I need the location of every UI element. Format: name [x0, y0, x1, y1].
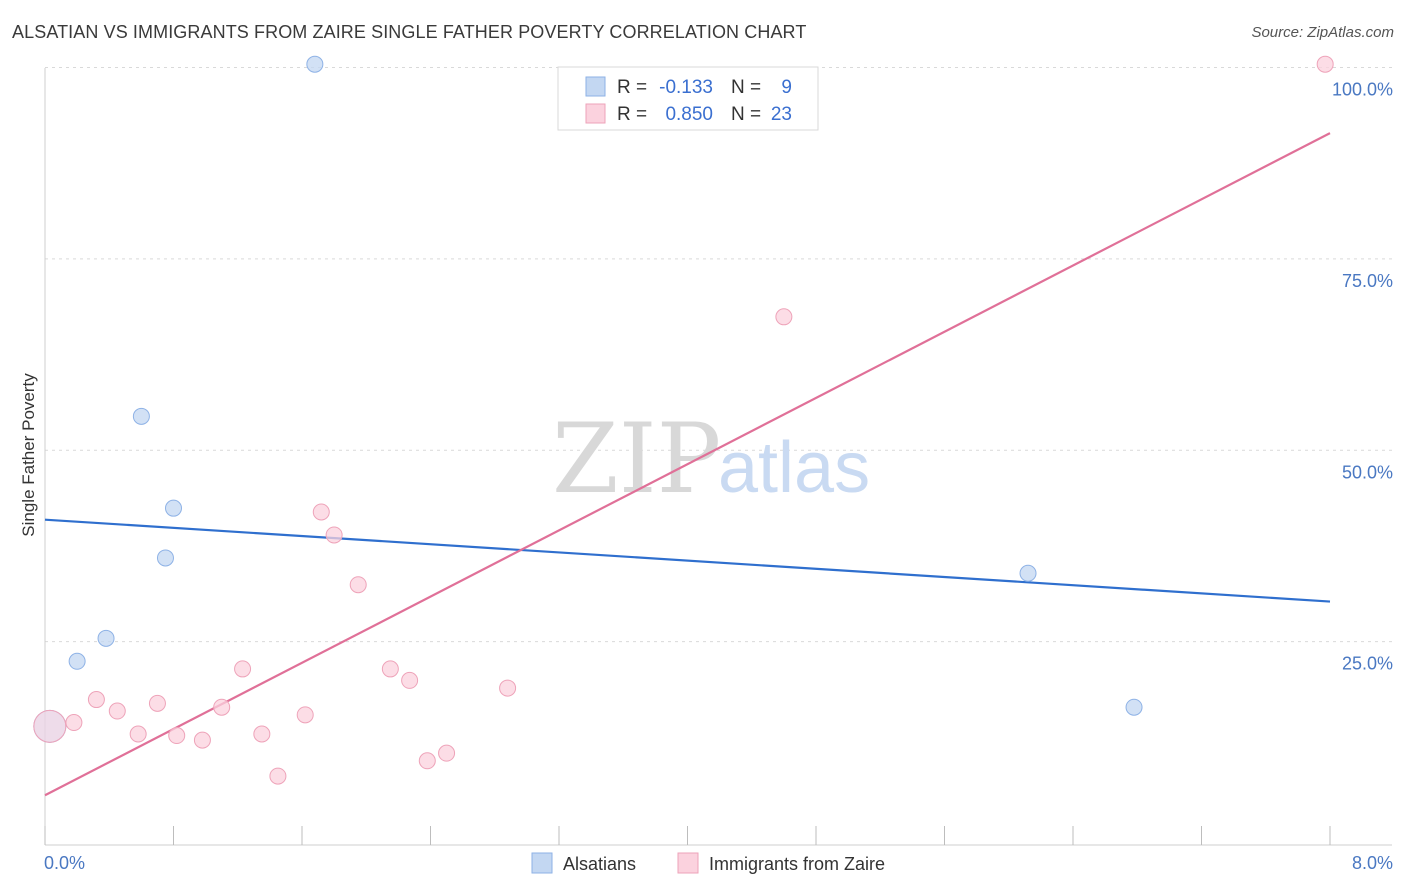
data-point-immigrants-from-zaire: [168, 727, 186, 745]
grid-lines: [45, 67, 1392, 643]
x-tick-label: 0.0%: [44, 853, 85, 873]
legend-swatch: [585, 103, 606, 124]
data-points: [33, 55, 1334, 785]
legend-n-value: 9: [781, 77, 792, 98]
data-point-immigrants-from-zaire: [312, 503, 330, 521]
y-tick-label: 25.0%: [1342, 654, 1393, 674]
data-point-alsatians: [132, 407, 150, 425]
data-point-alsatians: [1019, 564, 1037, 582]
data-point-immigrants-from-zaire: [108, 702, 126, 720]
legend-r-label: R =: [617, 77, 647, 98]
y-tick-label: 100.0%: [1332, 80, 1393, 100]
data-point-immigrants-from-zaire: [269, 767, 287, 785]
data-point-immigrants-from-zaire: [499, 679, 517, 697]
x-tick-labels: 0.0% 8.0%: [44, 853, 1393, 873]
legend-swatch: [585, 76, 606, 97]
bottom-legend: Alsatians Immigrants from Zaire: [531, 852, 885, 874]
trend-lines: [44, 132, 1331, 797]
chart-title: ALSATIAN VS IMMIGRANTS FROM ZAIRE SINGLE…: [12, 22, 807, 42]
x-tick-label: 8.0%: [1352, 853, 1393, 873]
bottom-legend-swatch: [677, 852, 699, 874]
legend: R = -0.133 N = 9 R = 0.850 N = 23: [557, 66, 819, 131]
data-point-immigrants-from-zaire: [148, 694, 166, 712]
y-tick-label: 50.0%: [1342, 462, 1393, 482]
data-point-immigrants-from-zaire: [775, 308, 793, 326]
data-point-immigrants-from-zaire: [234, 660, 252, 678]
legend-r-label: R =: [617, 104, 647, 125]
data-point-immigrants-from-zaire: [438, 744, 456, 762]
watermark-zip: ZIP: [552, 403, 721, 515]
watermark: ZIP atlas: [552, 403, 870, 515]
data-point-immigrants-from-zaire: [418, 752, 436, 770]
data-point-immigrants-from-zaire: [381, 660, 399, 678]
legend-n-label: N =: [731, 77, 761, 98]
data-point-immigrants-from-zaire: [33, 709, 67, 743]
data-point-immigrants-from-zaire: [65, 714, 83, 732]
data-point-alsatians: [97, 629, 115, 647]
y-tick-labels: 25.0% 50.0% 75.0% 100.0%: [1332, 80, 1393, 674]
data-point-alsatians: [306, 55, 324, 73]
data-point-alsatians: [165, 499, 182, 517]
legend-r-value: 0.850: [665, 104, 713, 125]
data-point-immigrants-from-zaire: [87, 691, 105, 709]
bottom-legend-swatch: [531, 852, 553, 874]
data-point-immigrants-from-zaire: [193, 731, 211, 749]
data-point-immigrants-from-zaire: [129, 725, 147, 743]
bottom-legend-label: Immigrants from Zaire: [709, 854, 885, 874]
legend-n-label: N =: [731, 104, 761, 125]
data-point-immigrants-from-zaire: [253, 725, 271, 743]
data-point-alsatians: [156, 549, 174, 567]
y-tick-label: 75.0%: [1342, 271, 1393, 291]
data-point-immigrants-from-zaire: [325, 526, 343, 544]
data-point-immigrants-from-zaire: [349, 576, 367, 594]
watermark-atlas: atlas: [718, 428, 870, 508]
data-point-immigrants-from-zaire: [213, 698, 231, 716]
data-point-immigrants-from-zaire: [296, 706, 314, 724]
trend-line-alsatians: [44, 518, 1331, 603]
data-point-alsatians: [68, 652, 86, 670]
y-axis-label: Single Father Poverty: [19, 373, 38, 537]
trend-line-immigrants-from-zaire: [44, 132, 1331, 797]
bottom-legend-label: Alsatians: [563, 854, 636, 874]
data-point-immigrants-from-zaire: [1316, 55, 1334, 73]
data-point-immigrants-from-zaire: [401, 671, 419, 689]
data-point-alsatians: [1125, 698, 1143, 716]
source-label: Source: ZipAtlas.com: [1251, 24, 1394, 41]
legend-r-value: -0.133: [659, 77, 713, 98]
legend-n-value: 23: [771, 104, 792, 125]
